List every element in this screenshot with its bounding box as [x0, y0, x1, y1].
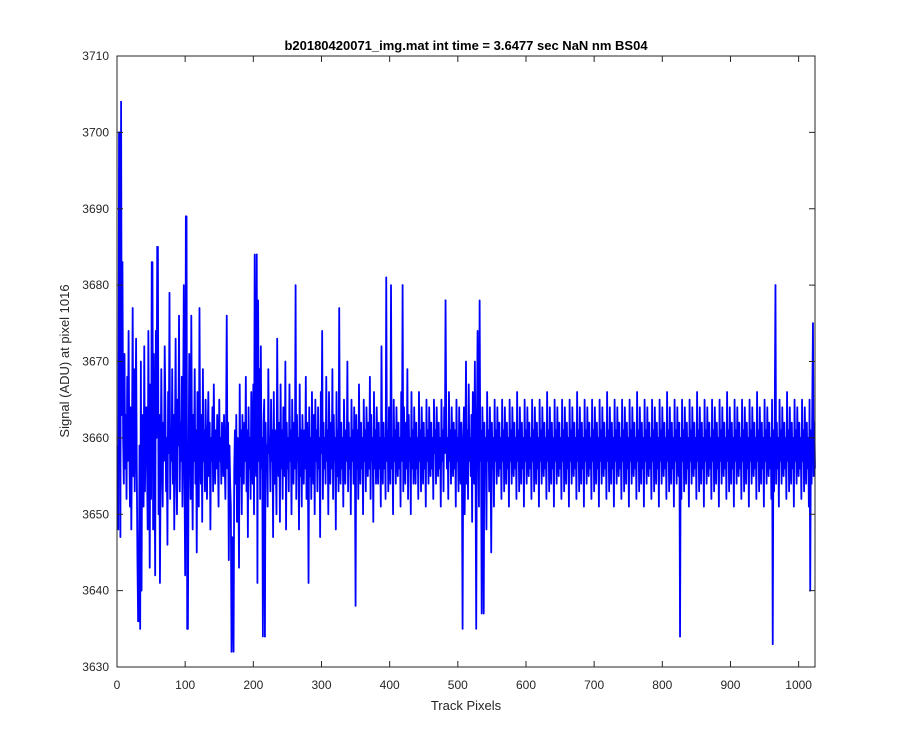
y-tick-labels: 3630 3640 3650 3660 3670 3680 3690 3700 3710	[82, 49, 109, 674]
plot-area	[116, 56, 816, 667]
data-point-peak-8	[186, 627, 189, 630]
data-point-peak-16	[771, 643, 774, 645]
y-tick-label-3650: 3650	[82, 507, 109, 521]
y-tick-label-3680: 3680	[82, 278, 109, 292]
y-tick-label-3700: 3700	[82, 125, 109, 139]
data-point-peak-7	[184, 215, 187, 218]
data-point-peak-1	[120, 100, 122, 103]
data-point-peak-4	[139, 627, 142, 630]
data-point-peak-10	[255, 253, 258, 256]
data-point-peak-13	[401, 284, 404, 287]
series-line	[116, 100, 816, 653]
x-tick-label-0: 0	[114, 678, 121, 692]
data-point-peak-15	[679, 635, 681, 638]
x-tick-label-100: 100	[175, 678, 195, 692]
x-tick-label-700: 700	[584, 678, 604, 692]
data-point-peak-9	[230, 650, 233, 653]
y-tick-label-3630: 3630	[82, 660, 109, 674]
x-tick-label-500: 500	[448, 678, 468, 692]
data-point-peak-17	[774, 284, 777, 287]
x-tick-label-600: 600	[516, 678, 536, 692]
data-point-peak-19	[812, 322, 814, 325]
x-tick-label-400: 400	[380, 678, 400, 692]
data-point-peak-2	[121, 261, 124, 264]
y-tick-label-3660: 3660	[82, 431, 109, 445]
x-tick-label-200: 200	[243, 678, 263, 692]
y-tick-label-3670: 3670	[82, 355, 109, 369]
data-point-peak-3	[137, 620, 140, 623]
data-point-peak-6	[156, 246, 159, 248]
x-tick-labels: 0 100 200 300 400 500 600 700 800 900 1000	[114, 678, 813, 692]
x-tick-label-800: 800	[652, 678, 672, 692]
data-point-peak-14	[444, 299, 447, 302]
x-tick-label-1000: 1000	[785, 678, 812, 692]
y-tick-label-3640: 3640	[82, 584, 109, 598]
chart-title: b20180420071_img.mat int time = 3.6477 s…	[284, 38, 648, 53]
y-axis-label: Signal (ADU) at pixel 1016	[57, 284, 72, 437]
data-point-peak-12	[385, 276, 388, 279]
data-point-peak-5	[150, 261, 153, 264]
x-tick-label-300: 300	[311, 678, 331, 692]
x-axis-label: Track Pixels	[431, 698, 502, 713]
y-tick-label-3690: 3690	[82, 202, 109, 216]
x-tick-label-900: 900	[720, 678, 740, 692]
axes-box	[116, 55, 816, 668]
y-tick-label-3710: 3710	[82, 49, 109, 63]
data-point-peak-11	[264, 635, 266, 638]
series-layer	[116, 100, 816, 653]
